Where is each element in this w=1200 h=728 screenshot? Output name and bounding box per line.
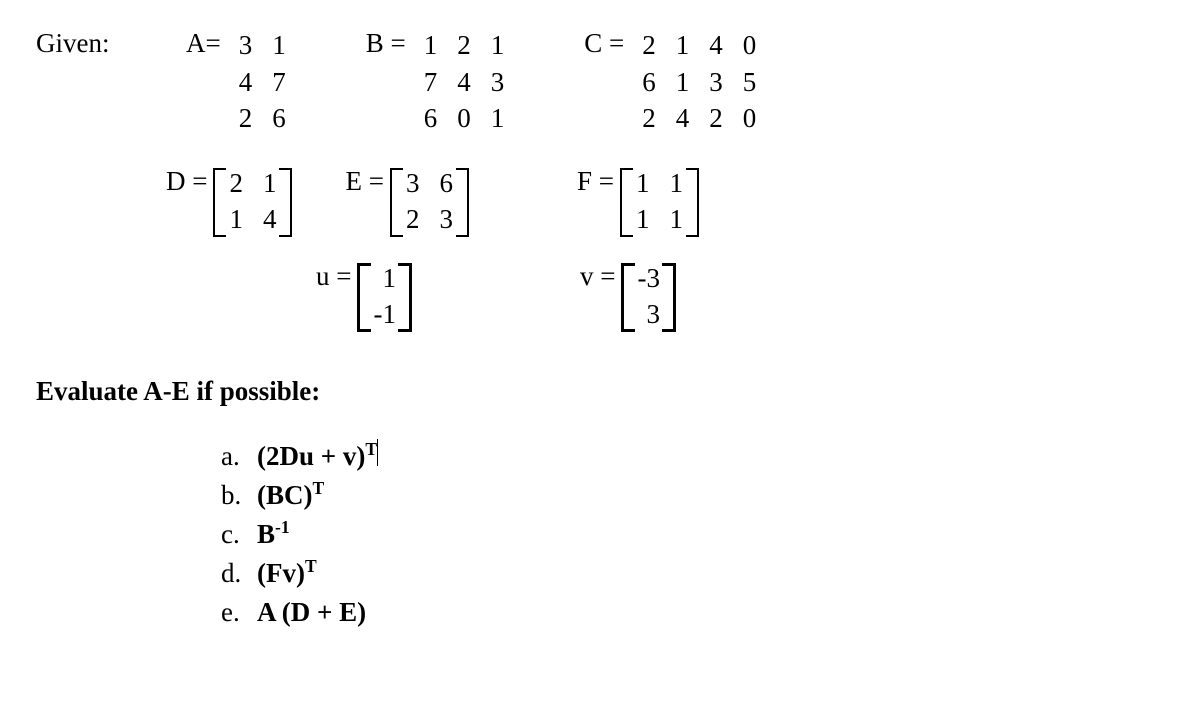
vector-u-name: u = [316,261,351,292]
vector-v: v = -3 3 [580,261,674,334]
matrix-C-cells: 2140 6135 2420 [632,28,766,138]
vector-u-cells: 1 -1 [363,261,406,334]
matrix-E-cells: 36 23 [396,166,463,239]
matrix-F-name: F = [577,166,614,197]
matrix-D-name: D = [166,166,207,197]
matrix-B-cells: 121 743 601 [414,28,515,138]
matrix-A-name: A= [186,28,221,59]
matrix-D-cells: 21 14 [219,166,286,239]
matrix-A: A= 31 47 26 [186,28,296,138]
problem-c: c.B-1 [221,515,1164,554]
matrix-B: B = 121 743 601 [366,28,515,138]
matrix-F-cells: 11 11 [626,166,693,239]
vector-v-name: v = [580,261,615,292]
vector-v-cells: -3 3 [627,261,670,334]
matrix-C: C = 2140 6135 2420 [584,28,766,138]
given-row-2: D = 21 14 E = 36 23 F = 11 11 [36,166,1164,239]
matrix-D: D = 21 14 [166,166,290,239]
matrix-C-name: C = [584,28,624,59]
evaluate-heading: Evaluate A-E if possible: [36,376,1164,407]
matrix-B-name: B = [366,28,406,59]
matrix-E-name: E = [345,166,383,197]
given-row-1: Given: A= 31 47 26 B = 121 743 601 C = 2… [36,28,1164,138]
vector-u: u = 1 -1 [316,261,410,334]
problem-list: a.(2Du + v)T b.(BC)T c.B-1 d.(Fv)T e.A (… [36,437,1164,633]
matrix-E: E = 36 23 [345,166,466,239]
text-cursor-icon [377,439,378,466]
matrix-A-cells: 31 47 26 [229,28,296,138]
given-label: Given: [36,28,186,59]
problem-a: a.(2Du + v)T [221,437,1164,476]
matrix-F: F = 11 11 [577,166,697,239]
problem-e: e.A (D + E) [221,593,1164,632]
problem-b: b.(BC)T [221,476,1164,515]
problem-d: d.(Fv)T [221,554,1164,593]
given-row-3: u = 1 -1 v = -3 3 [36,261,1164,334]
